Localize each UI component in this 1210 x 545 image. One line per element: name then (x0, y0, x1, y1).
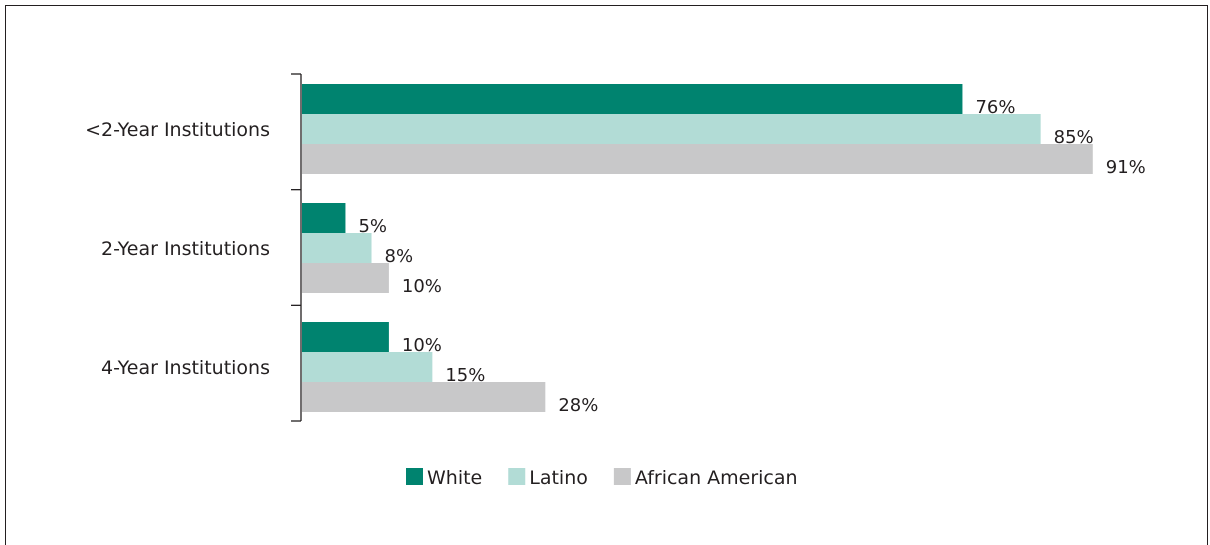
legend: White Latino African American (406, 467, 798, 489)
legend-swatch (508, 468, 526, 485)
category-axis (291, 73, 302, 422)
category-label: <2-Year Institutions (85, 119, 270, 141)
data-label: 8% (385, 246, 414, 267)
data-label: 85% (1054, 127, 1094, 148)
bar (302, 263, 389, 293)
bar (302, 203, 346, 233)
bar (302, 233, 372, 263)
bar (302, 382, 546, 412)
labels-layer: <2-Year Institutions 76% 85% 91% 2-Year Inst… (85, 97, 1146, 416)
data-label: 5% (358, 216, 387, 237)
data-label: 76% (975, 97, 1015, 118)
data-label: 91% (1106, 157, 1146, 178)
legend-swatch (406, 468, 423, 485)
bars-layer (302, 84, 1093, 412)
data-label: 28% (558, 395, 598, 416)
category-label: 2-Year Institutions (101, 238, 270, 260)
legend-label: African American (635, 467, 798, 489)
bar (302, 84, 963, 114)
bar (302, 322, 389, 352)
bar (302, 114, 1041, 144)
bar (302, 352, 433, 382)
legend-label: White (427, 467, 482, 489)
data-label: 10% (402, 276, 442, 297)
chart-frame (5, 5, 1208, 545)
bar (302, 144, 1093, 174)
data-label: 15% (445, 365, 485, 386)
category-label: 4-Year Institutions (101, 357, 270, 379)
legend-label: Latino (529, 467, 588, 489)
legend-swatch (613, 468, 631, 485)
data-label: 10% (402, 335, 442, 356)
